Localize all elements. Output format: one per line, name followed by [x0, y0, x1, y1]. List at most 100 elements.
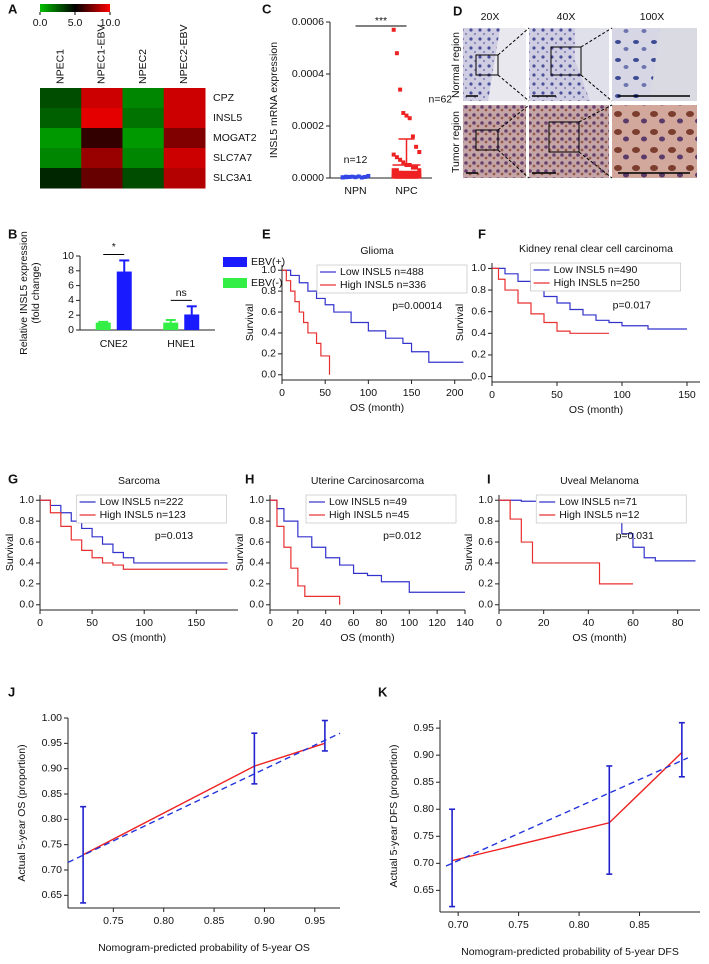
survival-curve — [492, 267, 609, 334]
y-tick-label: 0.95 — [42, 737, 63, 749]
panel-label: K — [378, 684, 388, 699]
heatmap-cell — [163, 148, 206, 169]
significance-label: * — [112, 241, 116, 253]
heatmap-cell — [81, 168, 123, 189]
dot — [410, 174, 415, 179]
x-tick-label: 40 — [320, 617, 332, 629]
y-tick-label: 0.6 — [19, 536, 34, 548]
x-tick-label: 100 — [360, 387, 378, 399]
row-label: CPZ — [213, 92, 235, 104]
dot — [410, 170, 415, 175]
dot — [391, 174, 396, 179]
dot — [394, 170, 399, 175]
panel-label: G — [8, 471, 18, 486]
chart-title: Kidney renal clear cell carcinoma — [519, 243, 673, 255]
x-tick-label: 50 — [86, 617, 98, 629]
x-axis-label: OS (month) — [112, 632, 166, 644]
x-tick-label: 0 — [496, 617, 502, 629]
y-tick-label: 0.0 — [471, 370, 486, 382]
legend-label: High INSL5 n=336 — [340, 279, 426, 291]
dot — [394, 51, 399, 56]
y-tick-label: 0.8 — [249, 515, 264, 527]
x-axis-label: Nomogram-predicted probability of 5-year… — [98, 942, 310, 954]
reference-line — [445, 757, 689, 867]
y-tick-label: 0.80 — [42, 813, 63, 825]
x-axis-label: OS (month) — [350, 402, 404, 414]
scale-bars — [466, 95, 690, 174]
column-label: NPEC1-EBV — [96, 24, 108, 84]
x-tick-label: 100 — [135, 617, 153, 629]
x-tick-label: 0.80 — [153, 915, 174, 927]
legend-swatch — [223, 257, 247, 267]
column-label: NPEC2-EBV — [178, 24, 190, 84]
column-label: 40X — [557, 11, 576, 23]
y-tick-label: 1.0 — [19, 494, 34, 506]
y-tick-label: 0.2 — [249, 578, 264, 590]
reference-line — [67, 732, 341, 864]
y-tick-label: 0.6 — [249, 536, 264, 548]
dot — [404, 174, 409, 179]
x-tick-label: HNE1 — [167, 338, 195, 350]
survival-curve — [40, 499, 228, 564]
dot — [414, 144, 419, 149]
heatmap-cell — [122, 168, 165, 189]
dot — [410, 134, 415, 139]
panel-label: E — [262, 226, 271, 241]
y-tick-label: 0.6 — [261, 306, 276, 318]
survival-curve — [40, 499, 228, 570]
x-tick-label: 0 — [267, 617, 273, 629]
y-tick-label: 0.4 — [249, 557, 264, 569]
dot — [398, 157, 403, 162]
significance-label: *** — [375, 15, 387, 27]
x-tick-label: 0 — [489, 389, 495, 401]
micrograph — [463, 105, 526, 178]
legend-label: High INSL5 n=12 — [559, 509, 639, 521]
y-tick-label: 0.0 — [261, 369, 276, 381]
y-tick-label: 0.2 — [19, 578, 34, 590]
heatmap-cell — [81, 88, 123, 109]
dot — [417, 150, 422, 154]
dot — [407, 174, 412, 179]
panel-label: I — [487, 471, 491, 486]
y-axis-label: Survival — [463, 534, 475, 571]
y-tick-label: 0.8 — [478, 515, 493, 527]
x-tick-label: NPN — [344, 185, 366, 197]
dot — [401, 170, 406, 175]
heatmap-cell — [163, 88, 206, 109]
x-tick-label: 0.85 — [629, 919, 650, 931]
x-tick-label: NPC — [395, 185, 418, 197]
y-axis-label: Relative INSL5 expression — [18, 231, 30, 355]
x-tick-label: 80 — [672, 617, 684, 629]
significance-label: ns — [176, 287, 187, 299]
survival-curve — [282, 269, 464, 363]
calibration-line — [451, 751, 683, 862]
heatmap-cell — [122, 148, 165, 169]
chart-title: Sarcoma — [118, 475, 160, 487]
survival-curve — [270, 499, 341, 605]
y-tick-label: 1.0 — [478, 494, 493, 506]
heatmap-cell — [40, 128, 82, 149]
lumen — [488, 28, 526, 101]
panel-label: C — [262, 1, 272, 16]
row-label: Tumor region — [450, 111, 462, 173]
y-tick-label: 0 — [68, 324, 74, 336]
row-label: SLC7A7 — [213, 152, 252, 164]
column-label: NPEC1 — [54, 49, 66, 84]
y-tick-label: 4 — [68, 294, 74, 306]
x-tick-label: 50 — [551, 389, 563, 401]
y-tick-label: 0.0002 — [292, 120, 324, 132]
y-tick-label: 0.2 — [261, 348, 276, 360]
y-axis-label: Survival — [4, 534, 16, 571]
n-label: n=12 — [344, 154, 368, 166]
legend-label: High INSL5 n=123 — [100, 509, 186, 521]
x-tick-label: 20 — [538, 617, 550, 629]
dot — [401, 111, 406, 115]
legend-label: EBV(-) — [251, 277, 283, 289]
legend-box — [316, 264, 468, 294]
dot — [394, 174, 399, 179]
y-tick-label: 6 — [68, 279, 74, 291]
y-axis-label: INSL5 mRNA expression — [268, 42, 280, 158]
y-tick-label: 0.75 — [414, 830, 435, 842]
legend-label: Low INSL5 n=49 — [329, 496, 407, 508]
